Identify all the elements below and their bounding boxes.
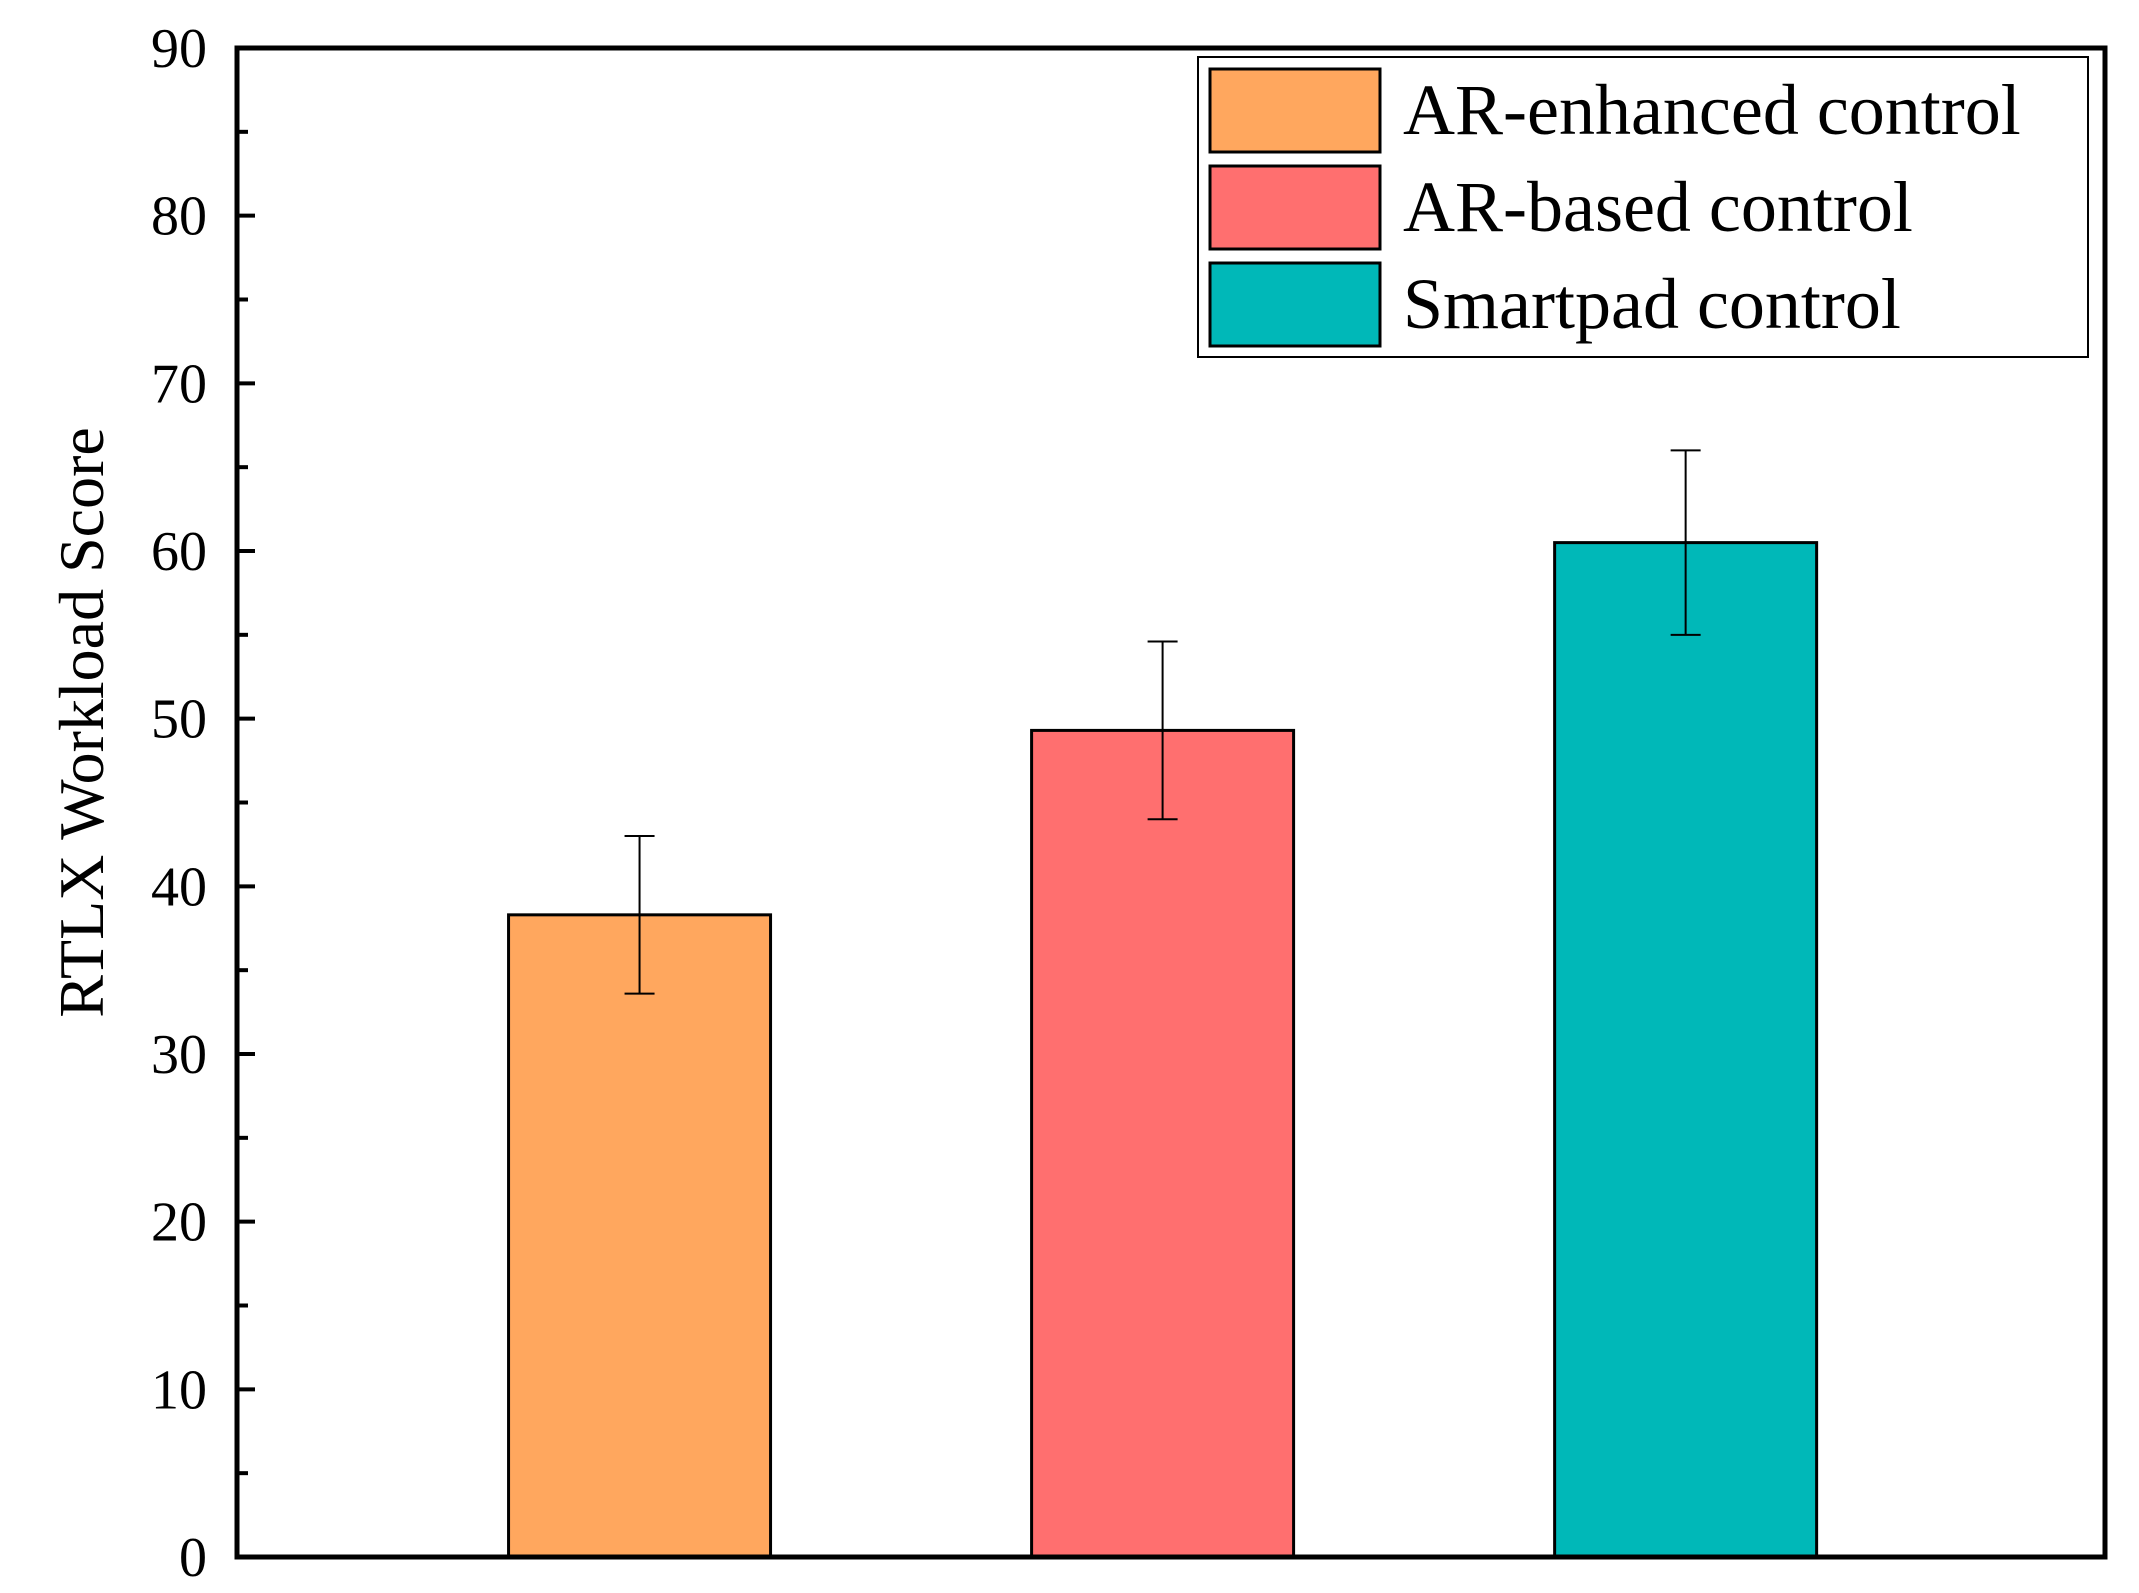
y-tick-label: 80 [151, 186, 207, 248]
bar [1553, 541, 1819, 1559]
legend-swatch [1208, 261, 1382, 348]
y-tick-label: 70 [151, 353, 207, 415]
error-bars [624, 449, 1701, 995]
y-tick-label: 40 [151, 856, 207, 918]
y-tick-label: 60 [151, 521, 207, 583]
bar [1030, 728, 1296, 1559]
legend: AR-enhanced control AR-based control Smart… [1197, 56, 2089, 358]
y-tick-label: 90 [151, 18, 207, 80]
y-axis-ticks: 0 10 20 30 40 50 60 70 80 90 [151, 18, 255, 1589]
y-tick-label: 30 [151, 1024, 207, 1086]
legend-swatch [1208, 67, 1382, 154]
plot-frame [234, 45, 2108, 1560]
bar [507, 913, 773, 1559]
y-axis-title: RTLX Workload Score [46, 427, 117, 1018]
legend-label: Smartpad control [1403, 264, 1901, 344]
bars [507, 541, 1819, 1559]
legend-label: AR-based control [1403, 167, 1913, 247]
y-tick-label: 0 [179, 1527, 207, 1589]
y-tick-label: 50 [151, 689, 207, 751]
legend-swatch [1208, 164, 1382, 251]
legend-label: AR-enhanced control [1403, 70, 2021, 150]
y-tick-label: 20 [151, 1192, 207, 1254]
y-tick-label: 10 [151, 1359, 207, 1421]
